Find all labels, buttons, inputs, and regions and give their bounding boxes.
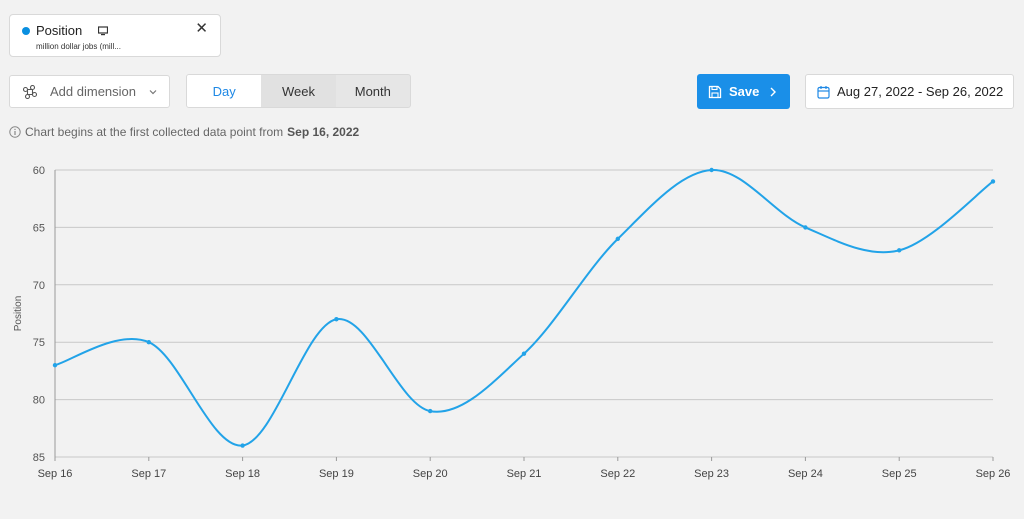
data-point [803, 225, 808, 230]
x-tick-label: Sep 18 [225, 468, 260, 480]
x-tick-label: Sep 25 [882, 468, 917, 480]
chart-start-note: Chart begins at the first collected data… [9, 125, 359, 139]
date-range-picker[interactable]: Aug 27, 2022 - Sep 26, 2022 [805, 74, 1014, 109]
x-tick-label: Sep 19 [319, 468, 354, 480]
desktop-icon [98, 26, 108, 36]
granularity-week-button[interactable]: Week [261, 75, 336, 107]
save-label: Save [729, 84, 760, 99]
y-axis-title: Position [13, 296, 24, 332]
x-tick-label: Sep 16 [38, 468, 73, 480]
y-tick-label: 65 [33, 222, 45, 234]
data-point [709, 167, 714, 173]
granularity-month-button[interactable]: Month [354, 83, 391, 99]
y-tick-label: 85 [33, 452, 45, 464]
note-text: Chart begins at the first collected data… [25, 125, 284, 139]
data-point [615, 236, 620, 242]
data-point [897, 248, 902, 253]
chevron-right-icon [770, 87, 777, 96]
x-tick-label: Sep 20 [413, 468, 448, 480]
info-icon [9, 126, 21, 138]
series-title: Position [36, 23, 83, 38]
y-tick-label: 70 [33, 280, 45, 292]
add-dimension-label: Add dimension [50, 84, 136, 99]
data-point [428, 408, 433, 414]
x-tick-label: Sep 26 [976, 468, 1011, 480]
granularity-toggle: Day Week Month [186, 74, 411, 108]
data-point [240, 443, 245, 448]
x-tick-label: Sep 17 [131, 468, 166, 480]
data-point [990, 179, 996, 184]
calendar-icon [817, 85, 830, 99]
series-color-dot [22, 27, 30, 35]
data-point [521, 351, 527, 356]
data-point [52, 362, 58, 368]
x-tick-label: Sep 24 [788, 468, 823, 480]
x-tick-label: Sep 22 [600, 468, 635, 480]
floppy-disk-icon [708, 85, 722, 98]
save-button[interactable]: Save [697, 74, 790, 109]
y-tick-label: 75 [33, 337, 45, 349]
note-date: Sep 16, 2022 [287, 125, 360, 139]
y-tick-label: 60 [33, 165, 45, 177]
series-subtitle: million dollar jobs (mill... [36, 42, 121, 51]
x-tick-label: Sep 21 [507, 468, 542, 480]
y-tick-label: 80 [33, 395, 45, 407]
close-icon[interactable]: ✕ [195, 20, 208, 37]
date-range-label: Aug 27, 2022 - Sep 26, 2022 [837, 84, 1004, 99]
command-icon [23, 84, 37, 99]
granularity-day-button[interactable]: Day [187, 75, 262, 107]
x-tick-label: Sep 23 [694, 468, 729, 480]
series-chip: Position million dollar jobs (mill... ✕ [9, 14, 221, 57]
data-point [146, 340, 151, 345]
position-line-chart: 60 65 70 75 80 85 Position Sep 16 Sep 17 Sep 18 Se… [13, 165, 1011, 480]
chevron-down-icon [149, 89, 157, 94]
series-line [54, 168, 994, 447]
add-dimension-button[interactable]: Add dimension [9, 75, 170, 108]
data-point [334, 317, 339, 322]
